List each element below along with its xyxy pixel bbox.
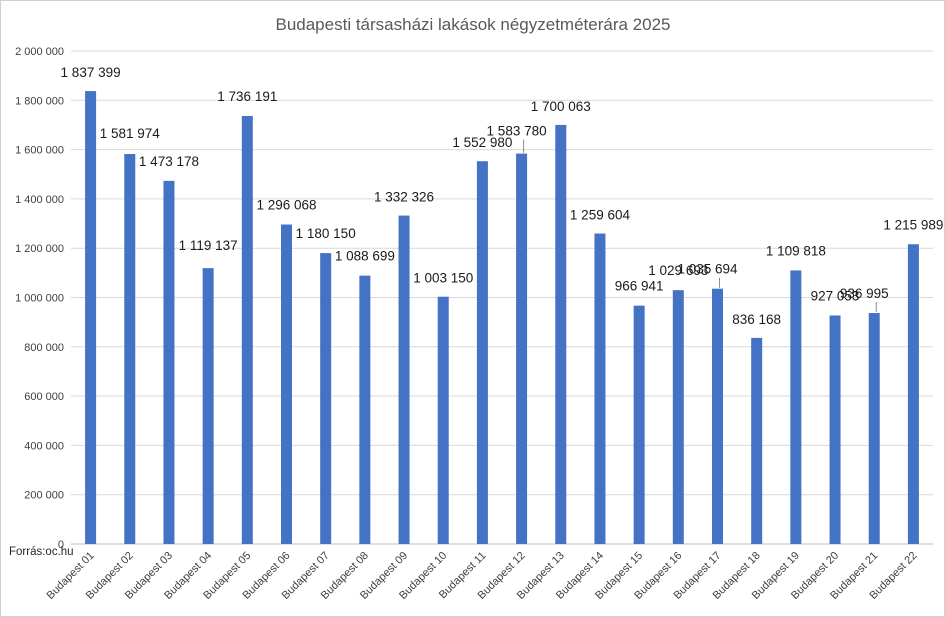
data-label: 1 332 326 <box>374 190 434 205</box>
bar-budapest-21 <box>868 313 880 544</box>
y-tick-label: 1 400 000 <box>15 194 64 206</box>
bar-budapest-10 <box>437 296 449 544</box>
y-tick-label: 0 <box>58 539 64 551</box>
bar-budapest-06 <box>281 224 292 545</box>
bar-budapest-22 <box>907 244 919 544</box>
y-tick-label: 1 000 000 <box>15 293 64 305</box>
leader-lines <box>523 139 877 313</box>
data-label: 1 180 150 <box>296 226 356 241</box>
y-tick-label: 800 000 <box>24 342 64 354</box>
bar-budapest-16 <box>672 290 684 544</box>
data-label: 1 296 068 <box>256 198 316 213</box>
data-label: 1 259 604 <box>570 208 631 223</box>
bar-budapest-14 <box>594 233 606 544</box>
data-label: 936 995 <box>840 286 889 301</box>
bar-budapest-09 <box>398 215 410 544</box>
bar-budapest-20 <box>829 315 841 544</box>
data-label: 1 035 694 <box>677 262 738 277</box>
bar-budapest-01 <box>85 91 97 544</box>
bar-budapest-18 <box>751 337 763 544</box>
data-label: 1 003 150 <box>413 271 473 286</box>
y-tick-label: 600 000 <box>24 391 64 403</box>
bar-budapest-05 <box>241 116 253 544</box>
data-label: 1 029 693 <box>648 263 708 278</box>
data-label: 1 109 818 <box>766 243 826 258</box>
bar-budapest-03 <box>163 180 175 544</box>
bar-budapest-04 <box>202 268 214 544</box>
data-label: 1 583 780 <box>487 124 547 139</box>
y-tick-label: 1 600 000 <box>15 145 64 157</box>
source-note: Forrás:oc.hu <box>9 546 74 558</box>
data-label: 1 473 178 <box>139 154 199 169</box>
bar-budapest-19 <box>790 270 802 544</box>
bar-budapest-12 <box>516 153 528 544</box>
data-label: 1 837 399 <box>61 65 121 80</box>
data-label: 966 941 <box>615 279 664 294</box>
bar-budapest-15 <box>633 305 645 544</box>
y-tick-label: 200 000 <box>24 490 64 502</box>
y-tick-label: 1 200 000 <box>15 243 64 255</box>
bar-budapest-08 <box>359 275 371 544</box>
bar-budapest-11 <box>476 161 488 544</box>
y-tick-label: 400 000 <box>24 440 64 452</box>
bar-budapest-02 <box>124 154 136 545</box>
data-label: 1 700 063 <box>531 99 591 114</box>
data-label: 836 168 <box>732 312 781 327</box>
data-label: 1 088 699 <box>335 249 395 264</box>
y-tick-label: 1 800 000 <box>15 95 64 107</box>
bar-budapest-17 <box>712 288 723 544</box>
data-label: 1 581 974 <box>100 126 161 141</box>
gridlines <box>71 50 933 545</box>
y-axis-ticks: 0 200 000 400 000 600 000 800 000 1 000 000 1 … <box>15 46 64 551</box>
data-label: 927 053 <box>811 288 860 303</box>
bar-budapest-07 <box>320 253 332 544</box>
data-label: 1 119 137 <box>179 238 238 253</box>
data-labels: 1 837 399 1 581 974 1 473 178 1 119 137 1 73… <box>61 65 944 327</box>
data-label: 1 552 980 <box>452 135 512 150</box>
bars <box>85 91 919 545</box>
y-tick-label: 2 000 000 <box>15 46 64 58</box>
chart-title: Budapesti társasházi lakások négyzetméte… <box>275 15 670 34</box>
data-label: 1 736 191 <box>217 89 277 104</box>
data-label: 1 215 989 <box>883 217 943 232</box>
bar-budapest-13 <box>555 124 567 544</box>
